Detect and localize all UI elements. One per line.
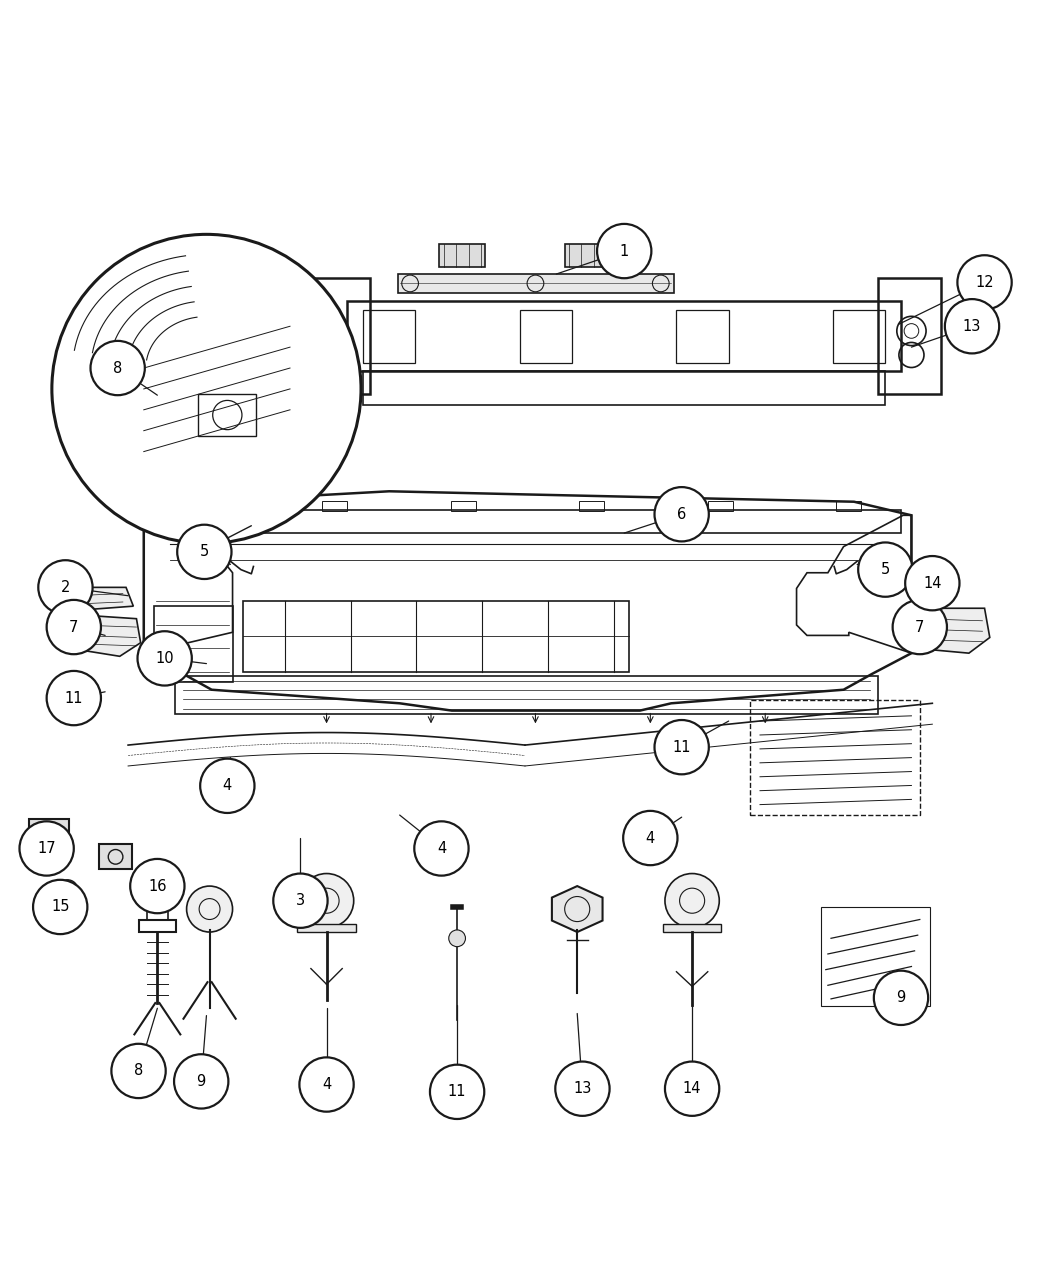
- Circle shape: [654, 720, 709, 774]
- Circle shape: [130, 859, 185, 913]
- Circle shape: [448, 929, 465, 946]
- Text: 7: 7: [69, 620, 79, 635]
- Text: 9: 9: [196, 1074, 206, 1089]
- Bar: [565, 244, 611, 266]
- Bar: [836, 501, 861, 511]
- Text: 2: 2: [61, 580, 70, 595]
- Circle shape: [892, 601, 947, 654]
- Circle shape: [33, 880, 87, 935]
- Text: 15: 15: [51, 899, 69, 914]
- Circle shape: [187, 886, 232, 932]
- Text: 5: 5: [200, 544, 209, 560]
- Bar: [520, 310, 572, 363]
- Bar: [29, 820, 68, 848]
- Text: 11: 11: [672, 740, 691, 755]
- Circle shape: [874, 970, 928, 1025]
- Text: 16: 16: [148, 878, 167, 894]
- Circle shape: [858, 542, 912, 597]
- Circle shape: [665, 1062, 719, 1116]
- Circle shape: [665, 873, 719, 928]
- Circle shape: [415, 821, 468, 876]
- Bar: [750, 700, 920, 815]
- Text: 11: 11: [64, 691, 83, 705]
- Circle shape: [46, 671, 101, 725]
- Bar: [308, 278, 371, 394]
- Text: 3: 3: [296, 894, 304, 908]
- Bar: [175, 676, 878, 714]
- Polygon shape: [911, 608, 990, 653]
- Text: 4: 4: [322, 1077, 331, 1091]
- Circle shape: [51, 235, 361, 543]
- Bar: [663, 923, 721, 932]
- Text: 13: 13: [963, 319, 981, 334]
- Text: 1: 1: [620, 244, 629, 259]
- Text: 7: 7: [916, 620, 924, 635]
- Text: 10: 10: [155, 652, 174, 666]
- Circle shape: [597, 224, 651, 278]
- Circle shape: [945, 300, 1000, 353]
- Bar: [363, 371, 885, 404]
- Bar: [139, 919, 176, 932]
- Bar: [198, 394, 255, 436]
- Text: 8: 8: [134, 1063, 143, 1079]
- Bar: [398, 274, 674, 293]
- Circle shape: [273, 873, 328, 928]
- Circle shape: [177, 525, 231, 579]
- Circle shape: [90, 340, 145, 395]
- Text: 9: 9: [897, 991, 905, 1005]
- Circle shape: [624, 811, 677, 866]
- Bar: [99, 844, 132, 870]
- Text: 14: 14: [682, 1081, 701, 1096]
- Polygon shape: [552, 886, 603, 932]
- Text: 12: 12: [975, 275, 994, 289]
- Circle shape: [174, 1054, 229, 1108]
- Text: 4: 4: [223, 778, 232, 793]
- Circle shape: [555, 1062, 610, 1116]
- Bar: [147, 909, 168, 919]
- Bar: [821, 907, 930, 1006]
- Circle shape: [299, 1057, 354, 1112]
- Circle shape: [896, 570, 910, 584]
- Polygon shape: [63, 588, 133, 612]
- Bar: [676, 310, 729, 363]
- Text: 14: 14: [923, 576, 942, 590]
- Bar: [34, 848, 63, 854]
- Circle shape: [20, 821, 74, 876]
- Bar: [439, 244, 485, 266]
- Bar: [580, 501, 605, 511]
- Bar: [297, 923, 356, 932]
- Bar: [450, 501, 476, 511]
- Bar: [194, 501, 219, 511]
- Bar: [243, 601, 629, 672]
- Text: 11: 11: [448, 1084, 466, 1099]
- Bar: [363, 310, 416, 363]
- Bar: [708, 501, 733, 511]
- Text: 17: 17: [38, 842, 56, 856]
- Bar: [878, 278, 941, 394]
- Text: 6: 6: [677, 506, 687, 521]
- Circle shape: [905, 556, 960, 611]
- Circle shape: [429, 1065, 484, 1119]
- Text: 8: 8: [113, 361, 122, 376]
- Text: 13: 13: [573, 1081, 591, 1096]
- Text: 4: 4: [646, 830, 655, 845]
- Circle shape: [654, 487, 709, 542]
- Circle shape: [46, 601, 101, 654]
- Circle shape: [111, 1044, 166, 1098]
- Bar: [154, 606, 232, 682]
- Circle shape: [57, 880, 78, 900]
- Bar: [322, 501, 348, 511]
- Text: 4: 4: [437, 842, 446, 856]
- Circle shape: [299, 873, 354, 928]
- Circle shape: [958, 255, 1012, 310]
- Bar: [348, 301, 901, 371]
- Bar: [833, 310, 885, 363]
- Circle shape: [38, 560, 92, 615]
- Polygon shape: [67, 615, 141, 657]
- Circle shape: [138, 631, 192, 686]
- Circle shape: [201, 759, 254, 813]
- Text: 5: 5: [881, 562, 890, 578]
